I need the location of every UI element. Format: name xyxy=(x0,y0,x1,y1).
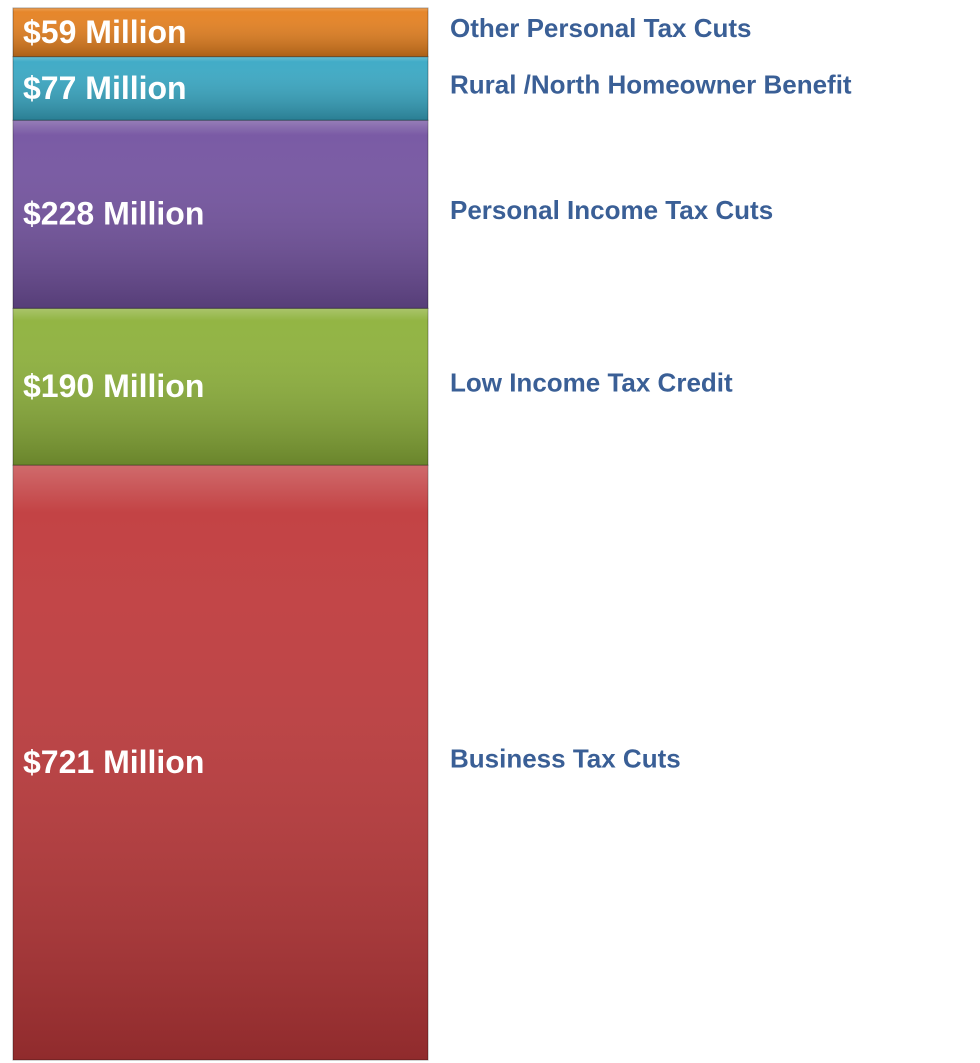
value-label: $59 Million xyxy=(23,14,187,50)
segment-shade xyxy=(13,56,428,121)
value-label: $77 Million xyxy=(23,70,187,106)
value-label: $721 Million xyxy=(23,744,204,780)
segment-shade xyxy=(13,120,428,309)
value-label: $190 Million xyxy=(23,368,204,404)
legend-label: Low Income Tax Credit xyxy=(450,368,733,398)
legend-label: Personal Income Tax Cuts xyxy=(450,195,773,225)
legend-label: Business Tax Cuts xyxy=(450,743,681,773)
legend-label: Other Personal Tax Cuts xyxy=(450,13,752,43)
value-label: $228 Million xyxy=(23,196,204,232)
segment-shade xyxy=(13,465,428,1060)
segment-shade xyxy=(13,8,428,57)
legend-label: Rural /North Homeowner Benefit xyxy=(450,69,852,99)
segment-shade xyxy=(13,308,428,466)
